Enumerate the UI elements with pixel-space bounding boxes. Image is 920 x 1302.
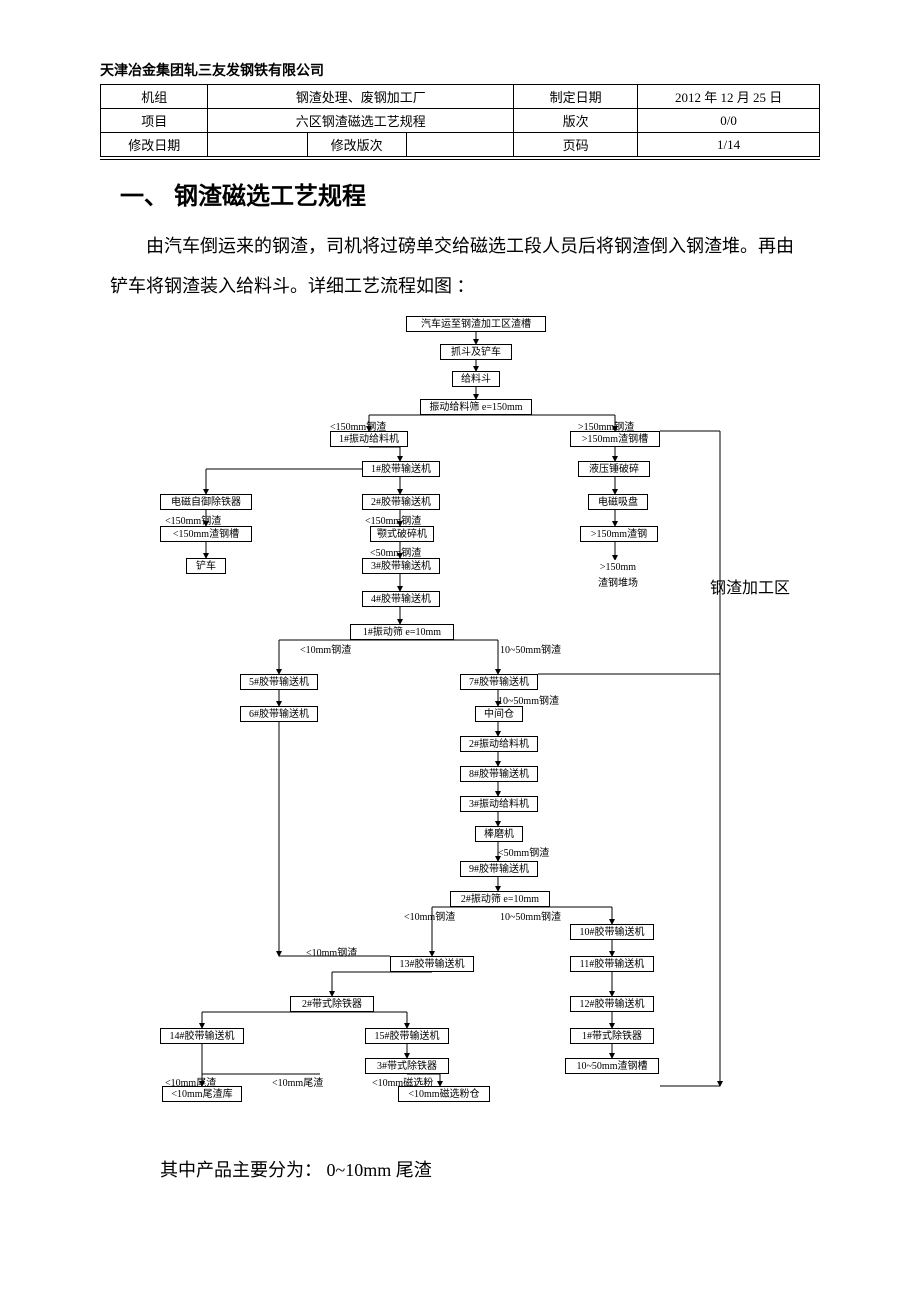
flow-node: 给料斗 (452, 371, 500, 387)
company-name: 天津冶金集团轧三友发钢铁有限公司 (100, 60, 820, 80)
flow-node: 1#带式除铁器 (570, 1028, 654, 1044)
flow-label: <150mm钢渣 (330, 418, 386, 433)
header-cell: 六区钢渣磁选工艺规程 (208, 109, 514, 133)
flow-node: 2#振动给料机 (460, 736, 538, 752)
flow-node: 13#胶带输送机 (390, 956, 474, 972)
flow-node: 液压锤破碎 (578, 461, 650, 477)
flow-node: 3#带式除铁器 (365, 1058, 449, 1074)
intro-paragraph: 由汽车倒运来的钢渣，司机将过磅单交给磁选工段人员后将钢渣倒入钢渣堆。再由铲车将钢… (110, 227, 810, 306)
flow-node: 棒磨机 (475, 826, 523, 842)
header-cell: 机组 (101, 85, 208, 109)
flow-node: 2#胶带输送机 (362, 494, 440, 510)
flow-node: 2#振动筛 e=10mm (450, 891, 550, 907)
flow-label: <10mm尾渣 (165, 1074, 216, 1089)
flow-node: 8#胶带输送机 (460, 766, 538, 782)
flow-node: 14#胶带输送机 (160, 1028, 244, 1044)
flow-node: 11#胶带输送机 (570, 956, 654, 972)
header-cell (208, 133, 307, 157)
header-cell (406, 133, 513, 157)
flow-node: 3#胶带输送机 (362, 558, 440, 574)
flow-label: 10~50mm钢渣 (498, 692, 559, 707)
flow-label: <10mm尾渣 (272, 1074, 323, 1089)
flowchart-lines (100, 316, 820, 1096)
flow-node: 中间仓 (475, 706, 523, 722)
flow-node: 铲车 (186, 558, 226, 574)
flow-node: 12#胶带输送机 (570, 996, 654, 1012)
flow-node: 15#胶带输送机 (365, 1028, 449, 1044)
section-title: 一、 钢渣磁选工艺规程 (120, 176, 820, 211)
flow-node: 汽车运至钢渣加工区渣槽 (406, 316, 546, 332)
header-cell: 0/0 (638, 109, 820, 133)
flow-label: <10mm磁选粉 (372, 1074, 433, 1089)
table-row: 项目 六区钢渣磁选工艺规程 版次 0/0 (101, 109, 820, 133)
flow-label: <50mm钢渣 (498, 844, 549, 859)
flow-label: <10mm钢渣 (300, 641, 351, 656)
flow-node: 7#胶带输送机 (460, 674, 538, 690)
flow-node: 10#胶带输送机 (570, 924, 654, 940)
flow-node: 抓斗及铲车 (440, 344, 512, 360)
header-cell: 制定日期 (514, 85, 638, 109)
header-divider (100, 159, 820, 160)
flow-node: 9#胶带输送机 (460, 861, 538, 877)
flow-node: 振动给料筛 e=150mm (420, 399, 532, 415)
header-cell: 项目 (101, 109, 208, 133)
flow-label: 10~50mm钢渣 (500, 908, 561, 923)
flow-label: >150mm钢渣 (578, 418, 634, 433)
flow-node: 4#胶带输送机 (362, 591, 440, 607)
flow-node: 电磁自御除铁器 (160, 494, 252, 510)
flow-node: 2#带式除铁器 (290, 996, 374, 1012)
flow-node: 1#振动筛 e=10mm (350, 624, 454, 640)
process-flowchart: 钢渣加工区 汽车运至钢渣加工区渣槽抓斗及铲车给料斗振动给料筛 e=150mm 1#… (100, 316, 820, 1096)
table-row: 机组 钢渣处理、废钢加工厂 制定日期 2012 年 12 月 25 日 (101, 85, 820, 109)
footer-text: 其中产品主要分为： 0~10mm 尾渣 (160, 1156, 820, 1182)
flow-node: 1#胶带输送机 (362, 461, 440, 477)
header-cell: 2012 年 12 月 25 日 (638, 85, 820, 109)
header-table: 机组 钢渣处理、废钢加工厂 制定日期 2012 年 12 月 25 日 项目 六… (100, 84, 820, 157)
header-cell: 页码 (514, 133, 638, 157)
flow-node: 颚式破碎机 (370, 526, 434, 542)
flow-label: <10mm钢渣 (404, 908, 455, 923)
flow-node: >150mm (593, 560, 643, 576)
flow-node: 5#胶带输送机 (240, 674, 318, 690)
flow-node: <150mm渣钢槽 (160, 526, 252, 542)
flow-label: <150mm钢渣 (165, 512, 221, 527)
flow-label: <50mm钢渣 (370, 544, 421, 559)
header-cell: 修改版次 (307, 133, 406, 157)
header-cell: 1/14 (638, 133, 820, 157)
flow-node: 3#振动给料机 (460, 796, 538, 812)
flow-label: <10mm钢渣 (306, 944, 357, 959)
flow-node: >150mm渣钢槽 (570, 431, 660, 447)
flow-node: 电磁吸盘 (588, 494, 648, 510)
region-label: 钢渣加工区 (710, 574, 790, 598)
table-row: 修改日期 修改版次 页码 1/14 (101, 133, 820, 157)
header-cell: 版次 (514, 109, 638, 133)
flow-label: 10~50mm钢渣 (500, 641, 561, 656)
flow-node: >150mm渣钢 (580, 526, 658, 542)
flow-label: <150mm钢渣 (365, 512, 421, 527)
header-cell: 修改日期 (101, 133, 208, 157)
flow-node: 渣钢堆场 (589, 576, 647, 592)
flow-node: 10~50mm渣钢槽 (565, 1058, 659, 1074)
flow-node: 6#胶带输送机 (240, 706, 318, 722)
header-cell: 钢渣处理、废钢加工厂 (208, 85, 514, 109)
flow-node: 1#振动给料机 (330, 431, 408, 447)
